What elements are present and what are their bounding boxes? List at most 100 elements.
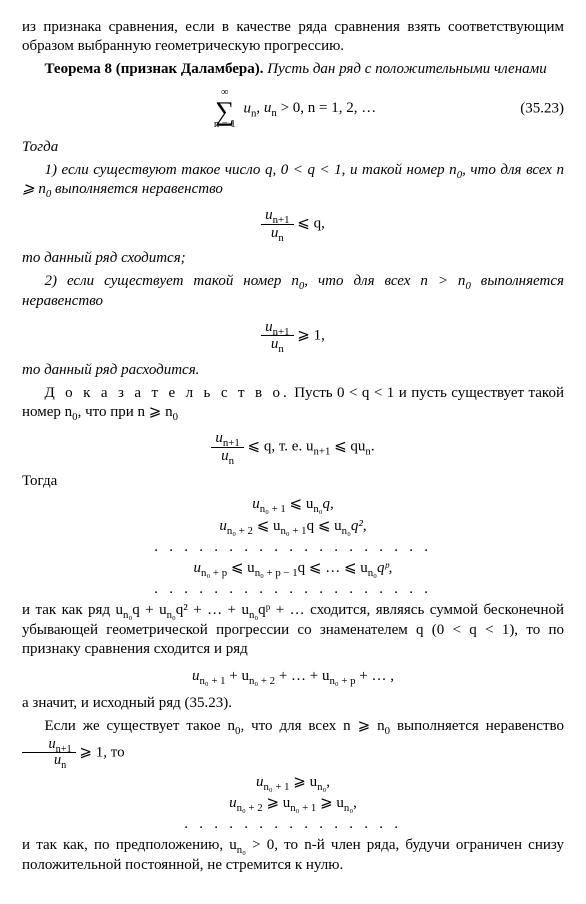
c4r: ⩾ u [290, 774, 318, 790]
p2as: n₀ [123, 609, 132, 621]
c5rs: n₀ [344, 802, 353, 814]
c2rs: n₀ [342, 525, 351, 537]
para-2: и так как ряд un₀q + un₀q² + … + un₀qᵖ +… [22, 601, 564, 659]
p4b: , что для всех n ⩾ n [240, 718, 384, 734]
equation-ratio-1: un+1 un ⩾ 1, [22, 319, 564, 353]
item-2: 2) если существует такой номер n0, что д… [22, 272, 564, 310]
eq3-den-sub: n [278, 343, 283, 355]
c2r: q ⩽ u [307, 518, 342, 534]
c2m: ⩽ u [253, 518, 281, 534]
p2b: q + u [132, 602, 166, 618]
frac-1: un+1 un [261, 207, 293, 241]
eq6rel: ⩾ 1, то [76, 744, 125, 760]
c1r: ⩽ u [286, 496, 314, 512]
eq5p: + u [226, 668, 249, 684]
c5ms: n₀ + 1 [290, 802, 316, 814]
proof-label: Д о к а з а т е л ь с т в о. [45, 385, 290, 401]
eq4-rel2: ⩽ qu [330, 439, 365, 455]
togda-txt: Тогда [22, 139, 58, 155]
c3r: q ⩽ … ⩽ u [298, 560, 368, 576]
equation-35-23: ∞ ∑ n = 1 un, un > 0, n = 1, 2, … (35.23… [22, 88, 564, 130]
dots-2: . . . . . . . . . . . . . . . . . . . [22, 580, 564, 599]
eq4-rel-sub: n+1 [313, 446, 330, 458]
eq2-num: u [265, 207, 273, 223]
equation-series-tail: un₀ + 1 + un₀ + 2 + … + un₀ + p + … , [22, 667, 564, 686]
dots-1: . . . . . . . . . . . . . . . . . . . [22, 538, 564, 557]
line-diverges: то данный ряд расходится. [22, 361, 564, 380]
para-4: Если же существует такое n0, что для все… [22, 717, 564, 769]
eq5s2: n₀ + 2 [249, 675, 275, 687]
c5t: , [353, 795, 357, 811]
sum-lower: n = 1 [210, 118, 240, 131]
chain-3: un₀ + p ⩽ un₀ + p − 1q ⩽ … ⩽ un₀qᵖ, [22, 559, 564, 578]
c1t: q, [323, 496, 334, 512]
eq5s1: n₀ + 1 [199, 675, 225, 687]
p4a: Если же существует такое n [45, 718, 236, 734]
chain-2: un₀ + 2 ⩽ un₀ + 1q ⩽ un₀q², [22, 517, 564, 536]
p2c: q² + … + u [176, 602, 249, 618]
item1a: 1) если существуют такое число q, 0 < q … [45, 162, 457, 178]
c2l: u [219, 518, 227, 534]
c3ms: n₀ + p − 1 [255, 567, 298, 579]
eq4-den-sub: n [229, 455, 234, 467]
eq3-rel: ⩾ 1, [294, 327, 325, 343]
theorem-body: Пусть дан ряд с положительными членами [264, 61, 547, 77]
togda-2: Тогда [22, 472, 564, 491]
eq5p2: + … + u [275, 668, 329, 684]
item1c: выполняется неравенство [51, 181, 223, 197]
item-1: 1) если существуют такое число q, 0 < q … [22, 161, 564, 199]
frac-2: un+1 un [261, 319, 293, 353]
chain-1: un₀ + 1 ⩽ un₀q, [22, 495, 564, 514]
item2b: , что для всех n > n [304, 273, 465, 289]
c4t: , [326, 774, 330, 790]
c1l: u [252, 496, 260, 512]
c3t: qᵖ, [377, 560, 393, 576]
p2bs: n₀ [167, 609, 176, 621]
eq1-u: u [244, 100, 252, 116]
c3m: ⩽ u [227, 560, 255, 576]
c3l: u [194, 560, 202, 576]
proof: Д о к а з а т е л ь с т в о. Пусть 0 < q… [22, 384, 564, 422]
c3rs: n₀ [368, 567, 377, 579]
eq4-rel3: . [371, 439, 375, 455]
frac-3: un+1 un [211, 430, 243, 464]
eq1-after: , un > 0, n = 1, 2, … [256, 100, 376, 116]
eq2-rel: ⩽ q, [294, 216, 325, 232]
chain-4: un₀ + 1 ⩾ un₀, [22, 773, 564, 792]
equation-ratio-q2: un+1 un ⩽ q, т. е. un+1 ⩽ qun. [22, 430, 564, 464]
eq6ds: n [61, 760, 66, 771]
eq1-after-u: , u [256, 100, 271, 116]
p5a: и так как, по предположению, u [22, 837, 237, 853]
equation-ratio-q: un+1 un ⩽ q, [22, 207, 564, 241]
c1ls: n₀ + 1 [260, 503, 286, 515]
eq5t: + … , [356, 668, 394, 684]
p2a: и так как ряд u [22, 602, 123, 618]
proof1b: , что при n ⩾ n [78, 404, 173, 420]
eq5s3: n₀ + p [329, 675, 355, 687]
c5l: u [229, 795, 237, 811]
dots-3: . . . . . . . . . . . . . . . [22, 815, 564, 834]
line-div-txt: то данный ряд расходится. [22, 362, 199, 378]
theorem: Теорема 8 (признак Даламбера). Пусть дан… [22, 60, 564, 79]
c3ls: n₀ + p [201, 567, 227, 579]
p5as: n₀ [237, 844, 246, 856]
eq4-num: u [215, 430, 223, 446]
chain-5: un₀ + 2 ⩾ un₀ + 1 ⩾ un₀, [22, 794, 564, 813]
equation-number: (35.23) [520, 99, 564, 118]
c5m: ⩾ u [263, 795, 291, 811]
c4rs: n₀ [317, 781, 326, 793]
c2ls: n₀ + 2 [227, 525, 253, 537]
line-conv-txt: то данный ряд сходится; [22, 250, 186, 266]
p4c: выполняется неравенство [390, 718, 564, 734]
line-converges: то данный ряд сходится; [22, 249, 564, 268]
eq2-den-sub: n [278, 232, 283, 244]
c2t: q², [351, 518, 367, 534]
para-5: и так как, по предположению, un₀ > 0, то… [22, 836, 564, 874]
eq1-after2: > 0, n = 1, 2, … [277, 100, 376, 116]
eq6d: u [54, 752, 61, 768]
proof1b-sub: 0 [173, 411, 178, 423]
c4ls: n₀ + 1 [263, 781, 289, 793]
para-3: а значит, и исходный ряд (35.23). [22, 694, 564, 713]
eq3-num: u [265, 319, 273, 335]
c1rs: n₀ [313, 503, 322, 515]
